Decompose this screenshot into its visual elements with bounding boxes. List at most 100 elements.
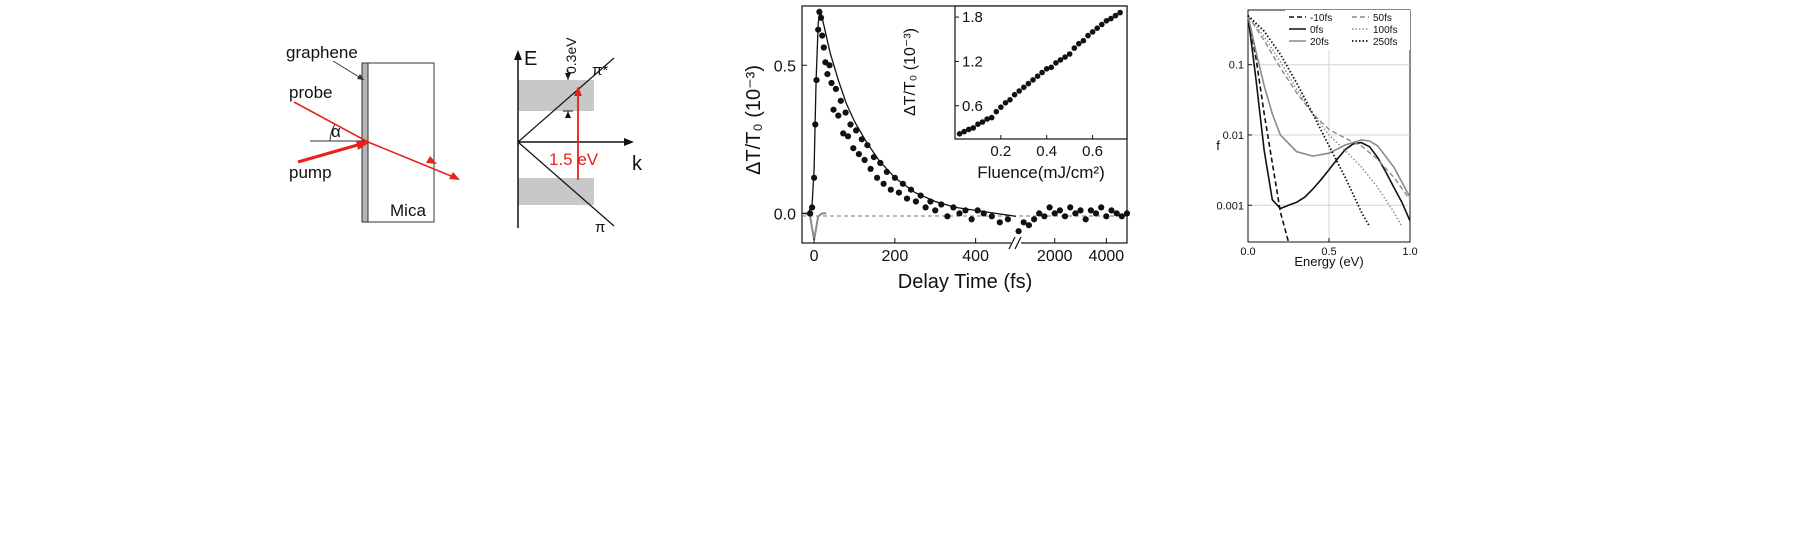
series-line-50fs bbox=[1247, 15, 1411, 201]
x-tick-label: 200 bbox=[882, 248, 909, 265]
inset-chart: 0.2 0.4 0.6 0.6 1.2 1.8 Fluence(mJ/cm²) ΔT/T… bbox=[902, 5, 1128, 182]
inset-data-point bbox=[1099, 21, 1105, 28]
inset-data-point bbox=[1039, 69, 1045, 76]
x-tick-label: 2000 bbox=[1037, 248, 1073, 265]
k-axis-label: k bbox=[632, 153, 643, 175]
data-point bbox=[864, 142, 871, 149]
legend-label: 100fs bbox=[1373, 25, 1397, 36]
legend-label: 20fs bbox=[1310, 37, 1329, 48]
pump-label: pump bbox=[289, 163, 332, 182]
energy-axis-label: E bbox=[524, 48, 537, 70]
data-point bbox=[938, 201, 945, 208]
pi-label: π bbox=[595, 219, 605, 236]
inset-y-axis-title: ΔT/T₀ (10⁻³) bbox=[902, 28, 919, 116]
pi-star-label: π* bbox=[592, 62, 608, 79]
inset-x-tick-label: 0.6 bbox=[1082, 143, 1103, 160]
reflected-beam-head bbox=[449, 172, 460, 180]
data-point bbox=[826, 62, 833, 69]
data-point bbox=[1056, 207, 1063, 214]
data-point bbox=[988, 213, 995, 220]
data-point bbox=[842, 109, 849, 116]
inset-x-tick-group: 0.2 0.4 0.6 bbox=[990, 135, 1103, 160]
probe-beam bbox=[293, 101, 369, 143]
data-point bbox=[812, 121, 819, 128]
data-point bbox=[907, 186, 915, 193]
inset-data-point bbox=[1089, 29, 1096, 35]
inset-points-group bbox=[956, 9, 1123, 137]
inset-data-point bbox=[993, 108, 1000, 115]
data-point bbox=[1072, 210, 1079, 217]
x-tick-group: 0.0 0.5 1.0 bbox=[1240, 238, 1418, 258]
x-tick-group: 0 200 400 2000 4000 bbox=[810, 238, 1125, 265]
pump-transition-head bbox=[574, 86, 582, 96]
inset-data-point bbox=[1021, 84, 1027, 91]
data-point bbox=[1103, 213, 1110, 220]
inset-data-point bbox=[1002, 100, 1009, 106]
data-point bbox=[1015, 228, 1022, 235]
mid-beam-head bbox=[426, 156, 437, 164]
upper-band-fill bbox=[518, 80, 594, 111]
data-point bbox=[1082, 216, 1089, 223]
inset-data-point bbox=[1048, 64, 1055, 71]
data-point bbox=[1036, 210, 1043, 217]
inset-data-point bbox=[1066, 51, 1073, 57]
inset-data-point bbox=[1071, 45, 1078, 51]
inset-data-point bbox=[1112, 12, 1119, 19]
data-point bbox=[813, 77, 820, 84]
gap-arrow-bottom bbox=[565, 111, 571, 118]
gap-energy-label: 0.3eV bbox=[563, 37, 579, 74]
data-point bbox=[1051, 210, 1058, 217]
data-point bbox=[980, 210, 987, 217]
data-point bbox=[968, 216, 975, 223]
y-tick-group: 0.1 0.01 0.001 bbox=[1216, 60, 1252, 212]
x-tick-label: 4000 bbox=[1089, 248, 1125, 265]
data-point bbox=[1108, 207, 1115, 214]
data-point bbox=[1092, 210, 1100, 217]
data-point bbox=[1041, 213, 1048, 220]
data-point bbox=[1020, 219, 1027, 226]
d-x-axis-title: Energy (eV) bbox=[1294, 254, 1363, 269]
data-point bbox=[891, 174, 899, 181]
data-point bbox=[867, 165, 874, 172]
panel-d-distribution-chart: 0.0 0.5 1.0 0.1 0.01 0.001 -10fs 50fs 0fs 100fs… bbox=[1216, 9, 1418, 269]
data-point bbox=[844, 133, 852, 140]
d-x-tick-label: 1.0 bbox=[1402, 246, 1417, 258]
x-tick-label: 0 bbox=[810, 248, 819, 265]
energy-axis-head bbox=[514, 50, 522, 60]
data-point bbox=[1004, 216, 1012, 223]
inset-x-tick-label: 0.4 bbox=[1036, 143, 1057, 160]
legend-label: 0fs bbox=[1310, 25, 1323, 36]
d-y-axis-title: f bbox=[1216, 138, 1220, 153]
inset-x-axis-title: Fluence(mJ/cm²) bbox=[977, 163, 1105, 182]
pump-beam-head bbox=[356, 141, 370, 150]
axis-break-line-2 bbox=[1014, 236, 1022, 250]
data-point bbox=[817, 14, 825, 21]
data-point bbox=[815, 26, 822, 33]
panel-b-band-diagram: E k π* π 0.3eV 1.5 eV bbox=[514, 37, 643, 236]
data-point bbox=[853, 127, 860, 134]
data-point bbox=[956, 210, 963, 217]
pump-beam bbox=[297, 140, 369, 164]
data-point bbox=[861, 156, 868, 164]
x-axis-title: Delay Time (fs) bbox=[898, 271, 1032, 293]
data-point bbox=[1031, 216, 1038, 223]
data-point bbox=[1077, 207, 1084, 214]
axis-break-gap bbox=[1011, 238, 1021, 248]
inset-data-point bbox=[1043, 66, 1050, 72]
y-tick-label: 0.0 bbox=[774, 206, 796, 223]
data-point bbox=[835, 112, 842, 119]
inset-data-point bbox=[988, 114, 995, 121]
inset-data-point bbox=[1030, 77, 1036, 83]
data-point bbox=[824, 71, 831, 78]
d-y-tick-label: 0.01 bbox=[1223, 130, 1244, 142]
inset-data-point bbox=[1025, 80, 1032, 87]
inset-y-tick-label: 1.8 bbox=[962, 9, 983, 26]
reflected-beam bbox=[367, 141, 457, 179]
y-tick-label: 0.5 bbox=[774, 58, 796, 75]
data-point bbox=[1025, 222, 1032, 229]
inset-data-point bbox=[1103, 18, 1110, 24]
legend-label: 50fs bbox=[1373, 13, 1392, 24]
data-point bbox=[974, 207, 981, 214]
data-point bbox=[899, 180, 907, 187]
